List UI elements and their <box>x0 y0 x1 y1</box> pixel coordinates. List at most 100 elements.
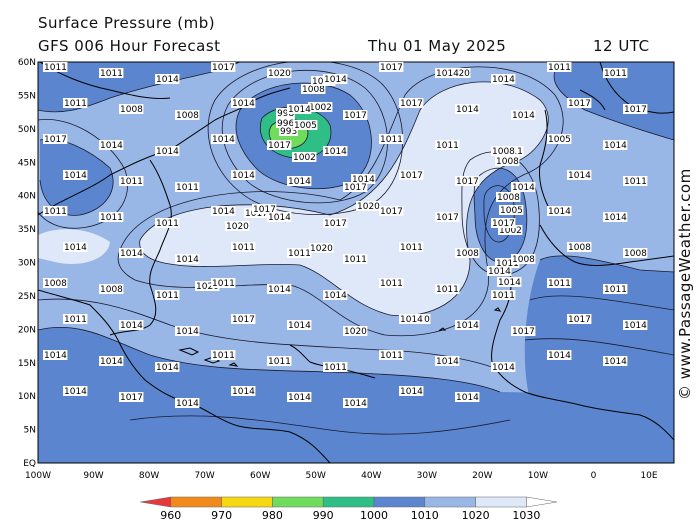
svg-text:1011: 1011 <box>492 291 515 301</box>
svg-text:1017: 1017 <box>253 205 276 215</box>
isobar-label: 1014 <box>231 386 256 397</box>
chart-title: Surface Pressure (mb) <box>38 14 216 32</box>
svg-text:1014: 1014 <box>232 99 255 109</box>
isobar-label: 1005 <box>547 134 572 145</box>
isobar-label: 1011 <box>287 248 312 259</box>
lon-tick-label: 50W <box>306 471 326 481</box>
isobar-label: 1014 <box>603 140 628 151</box>
isobar-label: 1014 <box>455 104 480 115</box>
isobar-label: 1011 <box>547 62 572 73</box>
svg-text:1008: 1008 <box>302 85 325 95</box>
svg-text:1014: 1014 <box>156 147 179 157</box>
lat-tick-label: 45N <box>18 158 36 168</box>
lon-tick-label: 70W <box>194 471 214 481</box>
svg-text:1020: 1020 <box>196 282 219 292</box>
isobar-label: 1008 <box>119 104 144 115</box>
isobar-label: 1014 <box>63 386 88 397</box>
svg-text:1014: 1014 <box>288 105 311 115</box>
svg-text:1014: 1014 <box>456 393 479 403</box>
isobar-label: 1005 <box>293 120 318 131</box>
svg-text:1011: 1011 <box>548 279 571 289</box>
lat-tick-label: 15N <box>18 359 36 369</box>
svg-text:1014: 1014 <box>456 105 479 115</box>
pressure-fill-north <box>38 62 240 112</box>
svg-text:1017: 1017 <box>232 315 255 325</box>
svg-text:1014: 1014 <box>268 213 291 223</box>
isobar-label: 1017 <box>43 134 68 145</box>
lat-tick-label: 60N <box>18 58 36 68</box>
svg-text:1014: 1014 <box>288 321 311 331</box>
pressure-fill-africa <box>524 255 674 400</box>
isobar-label: 1002 <box>292 152 317 163</box>
isobar-label: 1002 <box>308 102 333 113</box>
isobar-label: 1011 <box>495 258 520 269</box>
isobar-label: 1011 <box>379 350 404 361</box>
isobar-label: 1014 <box>399 386 424 397</box>
lon-tick-label: 30W <box>417 471 437 481</box>
svg-text:1014: 1014 <box>44 351 67 361</box>
isobar-label: 1014 <box>155 74 180 85</box>
isobar-label: 1014 <box>623 320 648 331</box>
svg-text:1008: 1008 <box>497 193 520 203</box>
svg-text:1014: 1014 <box>64 171 87 181</box>
isobar-label: 1017 <box>455 176 480 187</box>
lat-tick-label: 35N <box>18 225 36 235</box>
svg-text:1011: 1011 <box>212 351 235 361</box>
svg-text:1014: 1014 <box>400 315 423 325</box>
forecast-hour: 12 UTC <box>593 37 650 55</box>
svg-text:1014: 1014 <box>324 75 347 85</box>
svg-text:1011: 1011 <box>100 69 123 79</box>
isobar-label: 1011 <box>211 350 236 361</box>
svg-text:1017: 1017 <box>492 219 515 229</box>
isobar-label: 1014 <box>435 356 460 367</box>
isobar-label: 1011 <box>491 290 516 301</box>
svg-text:1014: 1014 <box>604 213 627 223</box>
isobar-label: 1014 <box>119 248 144 259</box>
isobar-label: 1014 <box>63 242 88 253</box>
svg-text:1014: 1014 <box>156 363 179 373</box>
lon-tick-label: 90W <box>83 471 103 481</box>
svg-text:1008: 1008 <box>456 249 479 259</box>
isobar-label: 1017 <box>435 212 460 223</box>
isobar-label: 1017 <box>267 140 292 151</box>
isobar-label: 1014 <box>603 212 628 223</box>
svg-text:1020: 1020 <box>226 222 249 232</box>
svg-text:1011: 1011 <box>380 279 403 289</box>
svg-text:1017: 1017 <box>436 213 459 223</box>
forecast-label: GFS 006 Hour Forecast <box>38 37 221 55</box>
isobar-label: 1014 <box>491 362 516 373</box>
svg-text:1014: 1014 <box>436 69 459 79</box>
svg-text:1017: 1017 <box>344 183 367 193</box>
isobar-label: 1014 <box>287 392 312 403</box>
isobar-label: 1014 <box>267 212 292 223</box>
isobar-label: 1014 <box>155 362 180 373</box>
colorbar-label: 1000 <box>360 509 388 522</box>
isobar-label: 1011 <box>379 134 404 145</box>
isobar-label: 1011 <box>623 176 648 187</box>
svg-text:1014: 1014 <box>324 147 347 157</box>
isobar-label: 1017 <box>491 218 516 229</box>
isobar-label: 1005 <box>499 205 524 216</box>
svg-text:1014: 1014 <box>156 75 179 85</box>
svg-text:1008: 1008 <box>176 111 199 121</box>
colorbar: 960 970 980 990 1000 1010 1020 1030 <box>140 496 557 522</box>
svg-text:1017: 1017 <box>324 219 347 229</box>
isobar-label: 998 <box>276 108 295 119</box>
svg-text:1011: 1011 <box>380 135 403 145</box>
svg-text:1014: 1014 <box>176 255 199 265</box>
isobar-label: 1014 <box>547 350 572 361</box>
isobar-label: 1008 <box>623 248 648 259</box>
svg-text:1011: 1011 <box>436 141 459 151</box>
svg-text:1014: 1014 <box>100 357 123 367</box>
svg-text:1014: 1014 <box>100 141 123 151</box>
isobar-label: 993 <box>279 126 298 137</box>
isobar-label: 1011 <box>267 356 292 367</box>
svg-text:1014: 1014 <box>456 321 479 331</box>
isobar-label: 1011 <box>119 176 144 187</box>
colorbar-segment <box>272 496 324 508</box>
isobar-label: 1011 <box>99 212 124 223</box>
svg-text:1017: 1017 <box>456 177 479 187</box>
forecast-date: Thu 01 May 2025 <box>368 37 507 55</box>
lat-tick-label: EQ <box>23 459 36 469</box>
